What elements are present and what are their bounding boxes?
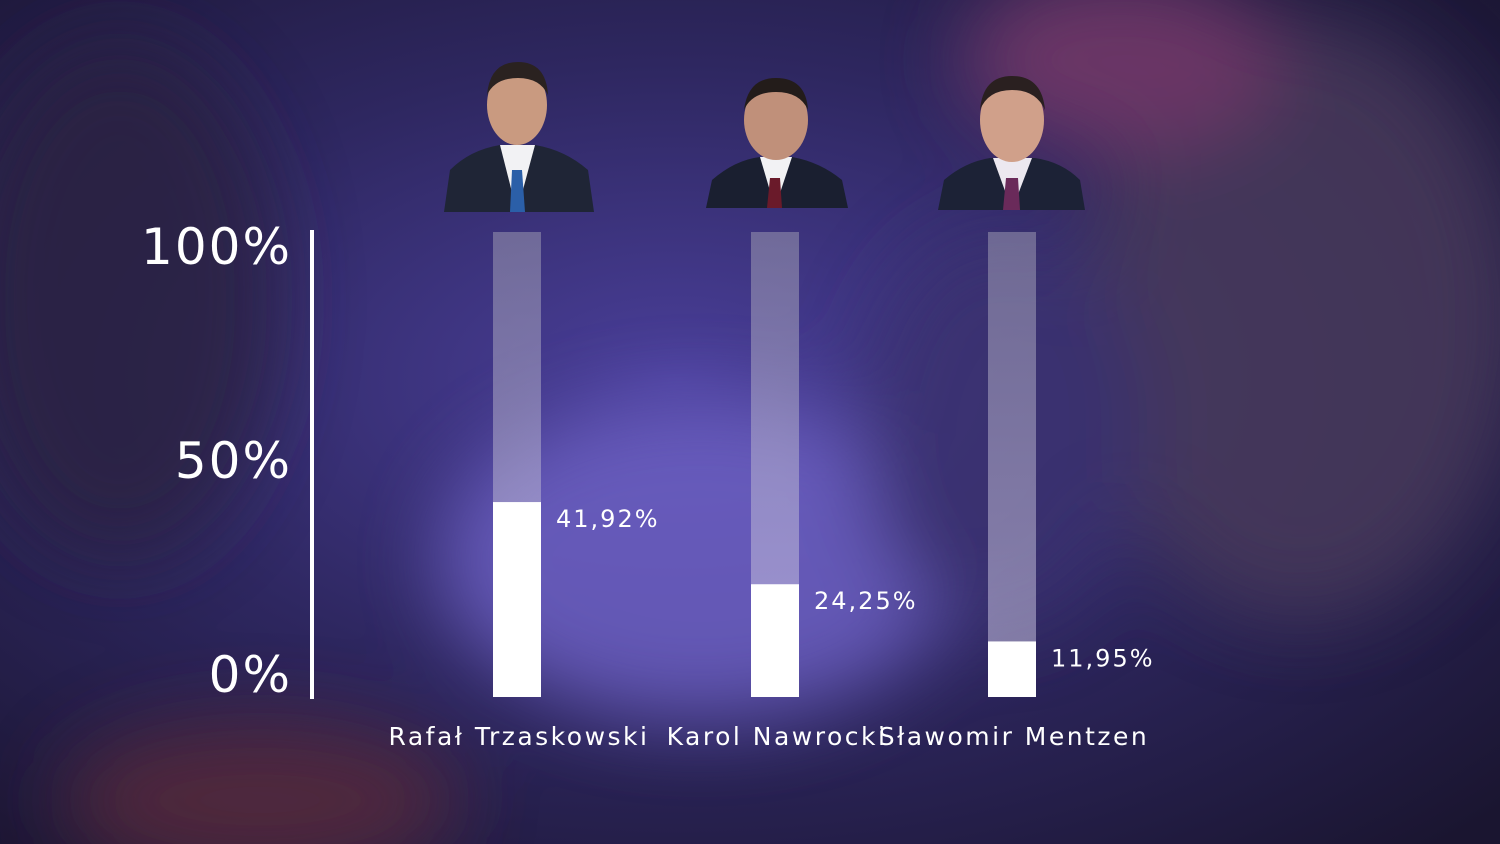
portraits <box>444 62 1085 212</box>
value-label: 24,25% <box>814 587 918 615</box>
portrait <box>706 78 848 208</box>
bar <box>751 584 799 697</box>
portrait <box>444 62 594 212</box>
bar <box>493 502 541 697</box>
bar <box>988 641 1036 697</box>
value-label: 11,95% <box>1051 644 1155 672</box>
bar-track <box>988 232 1036 697</box>
x-tick-label: Karol Nawrocki <box>667 722 888 751</box>
y-tick-label: 100% <box>141 218 292 276</box>
portrait <box>938 76 1085 210</box>
value-label: 41,92% <box>556 505 660 533</box>
y-tick-label: 50% <box>175 432 292 490</box>
x-tick-label: Rafał Trzaskowski <box>389 722 650 751</box>
y-tick-label: 0% <box>209 646 292 704</box>
x-tick-label: Sławomir Mentzen <box>879 722 1150 751</box>
